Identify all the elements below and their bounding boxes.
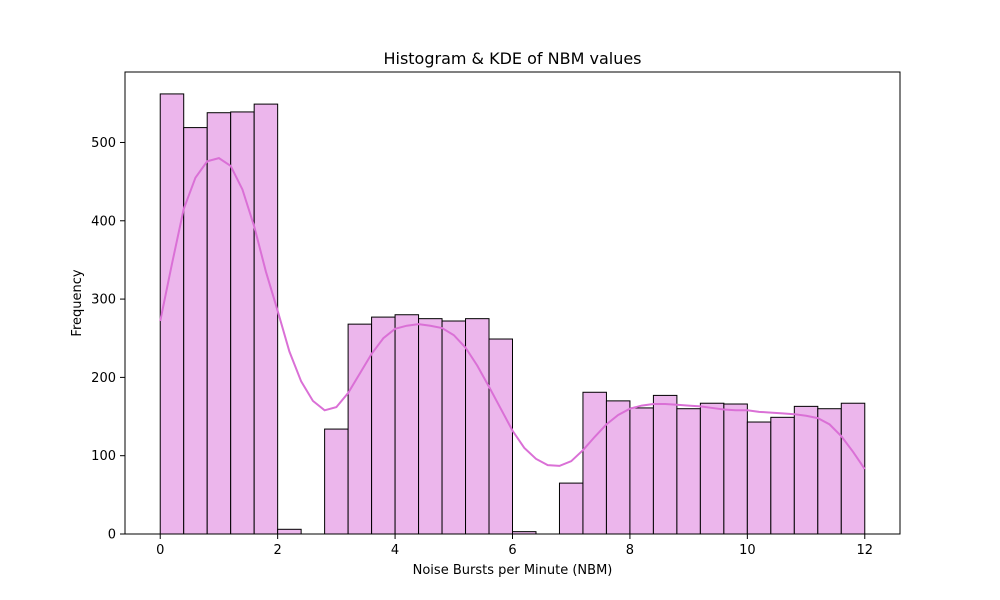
histogram-bar [817, 408, 842, 535]
histogram-bar [206, 112, 232, 535]
histogram-bar [652, 394, 678, 535]
y-tick-label: 300 [91, 293, 116, 308]
y-axis-label: Frequency [70, 269, 85, 336]
x-tick-label: 4 [391, 543, 399, 558]
x-axis-label: Noise Bursts per Minute (NBM) [413, 563, 613, 578]
histogram-bar [324, 428, 349, 535]
x-axis-ticks: 0 2 4 6 8 10 12 [156, 534, 873, 558]
histogram-bar [183, 127, 208, 535]
histogram-bar [465, 318, 490, 535]
histogram-bar [394, 314, 420, 535]
histogram-bar [347, 323, 373, 535]
histogram-bar [418, 318, 443, 535]
x-tick-label: 6 [508, 543, 516, 558]
x-tick-label: 0 [156, 543, 164, 558]
y-tick-label: 100 [91, 449, 116, 464]
histogram-bar [676, 408, 701, 535]
chart-title: Histogram & KDE of NBM values [383, 49, 641, 68]
histogram-bar [441, 320, 467, 535]
y-tick-label: 400 [91, 214, 116, 229]
histogram-bar [582, 391, 607, 535]
histogram-bar [558, 482, 584, 535]
histogram-bar [488, 338, 513, 535]
y-tick-label: 0 [108, 528, 116, 543]
kde-curve [159, 157, 866, 470]
histogram-bar [253, 103, 279, 535]
histogram-bar [723, 403, 748, 535]
x-tick-label: 2 [274, 543, 282, 558]
x-tick-label: 10 [739, 543, 756, 558]
histogram-bar [770, 416, 795, 535]
y-tick-label: 500 [91, 136, 116, 151]
histogram-bar [629, 407, 654, 535]
histogram-bar [699, 402, 725, 535]
histogram-bars [159, 93, 866, 535]
histogram-bar [840, 402, 866, 535]
y-tick-label: 200 [91, 371, 116, 386]
histogram-bar [277, 528, 302, 535]
histogram-bar [159, 93, 185, 535]
y-axis-ticks: 0 100 200 300 400 500 [91, 136, 125, 543]
histogram-bar [746, 421, 772, 535]
x-tick-label: 8 [626, 543, 634, 558]
histogram-bar [793, 405, 819, 535]
x-tick-label: 12 [856, 543, 873, 558]
